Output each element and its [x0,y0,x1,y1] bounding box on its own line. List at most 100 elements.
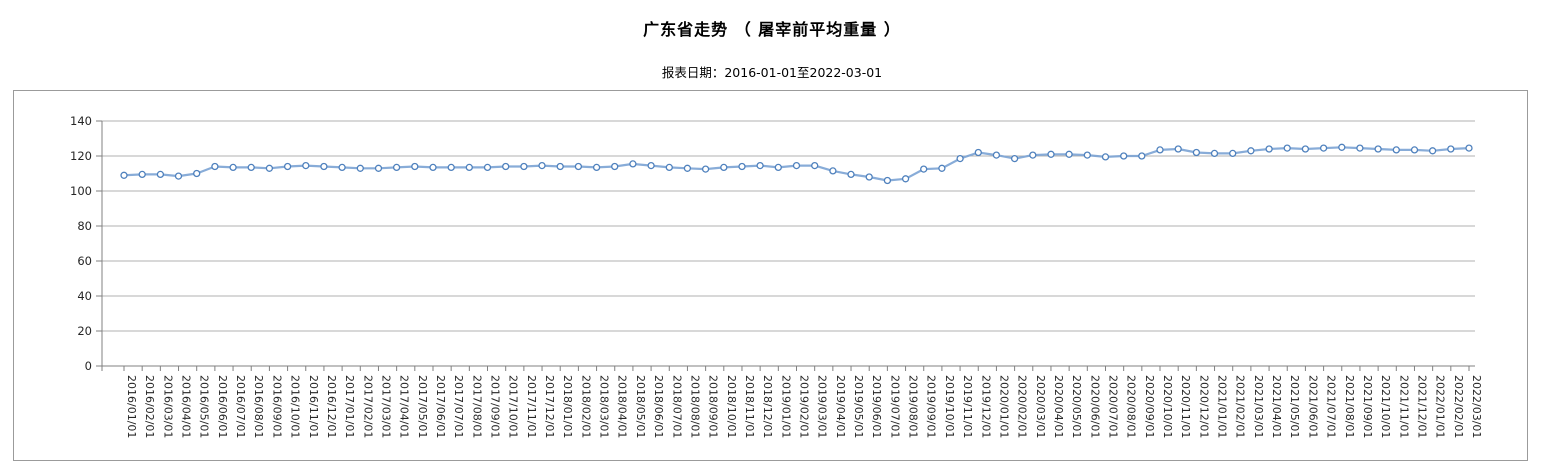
data-point-marker [901,175,910,183]
x-tick-label: 2021/10/01 [1379,375,1392,438]
data-point-marker [392,163,401,172]
x-tick-label: 2018/10/01 [725,375,738,438]
y-tick-label: 60 [77,254,92,268]
x-tick-label: 2020/04/01 [1052,375,1065,438]
data-point-marker [1338,143,1346,151]
x-tick-label: 2017/11/01 [525,375,538,438]
x-tick-label: 2020/10/01 [1161,375,1174,438]
x-tick-label: 2021/08/01 [1343,375,1356,438]
x-tick-label: 2016/05/01 [198,375,211,438]
data-point-marker [229,163,237,172]
y-tick-label: 120 [70,149,92,163]
x-tick-label: 2020/07/01 [1106,375,1119,438]
data-point-marker [1065,150,1073,158]
x-tick-label: 2018/08/01 [688,375,701,438]
data-point-marker [1410,146,1419,154]
data-point-marker [592,163,601,172]
data-point-marker [738,162,746,171]
data-point-marker [174,172,183,180]
x-tick-label: 2019/06/01 [870,375,883,438]
data-point-marker [120,171,128,179]
x-tick-label: 2019/09/01 [925,375,938,438]
data-point-marker [1301,145,1310,153]
y-tick-label: 0 [85,359,92,373]
y-tick-label: 80 [77,219,92,233]
data-point-marker [1101,153,1110,161]
data-point-marker [938,164,946,172]
report-date-range: 报表日期：2016-01-01至2022-03-01 [661,65,883,80]
data-point-marker [538,161,546,170]
data-point-marker [1265,145,1273,153]
x-tick-label: 2017/09/01 [489,375,502,438]
data-point-marker [447,163,455,172]
x-tick-label: 2021/04/01 [1270,375,1283,438]
data-point-marker [483,163,492,172]
data-point-marker [665,163,673,172]
x-tick-label: 2017/02/01 [361,375,374,438]
data-point-marker [920,165,928,173]
x-tick-label: 2020/11/01 [1179,375,1192,438]
x-tick-label: 2016/03/01 [161,375,174,438]
x-tick-label: 2021/07/01 [1325,375,1338,438]
x-tick-label: 2018/02/01 [579,375,592,438]
x-tick-label: 2018/07/01 [670,375,683,438]
data-point-marker [1210,149,1219,158]
data-point-marker [283,162,292,171]
x-tick-label: 2017/07/01 [452,375,465,438]
x-tick-label: 2020/12/01 [1197,375,1210,438]
data-point-marker [1174,145,1182,153]
x-tick-label: 2018/01/01 [561,375,574,438]
x-tick-label: 2020/03/01 [1034,375,1047,438]
x-tick-label: 2016/12/01 [325,375,338,438]
x-tick-label: 2019/07/01 [888,375,901,438]
x-tick-label: 2019/12/01 [979,375,992,438]
data-point-marker [247,163,255,172]
x-tick-label: 2016/09/01 [270,375,283,438]
data-point-marker [356,164,364,172]
x-tick-label: 2016/04/01 [180,375,193,438]
x-tick-label: 2017/04/01 [398,375,411,438]
x-tick-label: 2020/09/01 [1143,375,1156,438]
x-tick-label: 2021/11/01 [1397,375,1410,438]
x-tick-label: 2016/02/01 [143,375,156,438]
chart-frame: 0 20 40 60 80 100 120 140 2016/01/01 2016/02/01 20… [13,90,1528,461]
data-point-marker [320,162,328,171]
x-tick-label: 2020/05/01 [1070,375,1083,438]
data-point-marker [1374,145,1382,153]
x-tick-label: 2017/08/01 [470,375,483,438]
y-tick-label: 140 [70,114,92,128]
x-tick-label: 2016/11/01 [307,375,320,438]
data-point-marker [265,164,274,172]
x-tick-label: 2019/03/01 [816,375,829,438]
x-tick-label: 2019/04/01 [834,375,847,438]
x-tick-label: 2021/01/01 [1216,375,1229,438]
data-point-marker [1120,152,1128,160]
data-point-marker [992,151,1001,159]
x-tick-label: 2020/02/01 [1016,375,1029,438]
data-point-marker [574,162,583,171]
data-point-marker [338,163,346,172]
data-point-marker [883,176,892,185]
data-point-marker [1229,149,1237,158]
data-point-marker [411,162,419,171]
data-point-marker [1465,144,1473,152]
x-tick-label: 2022/01/01 [1434,375,1447,438]
data-point-marker [429,163,437,172]
data-point-marker [756,161,764,170]
data-point-marker [465,163,473,172]
data-point-marker [1010,154,1019,163]
data-point-marker [1356,144,1364,152]
data-point-marker [647,161,655,170]
chart-title: 广东省走势 （ 屠宰前平均重量 ） [643,20,901,39]
x-tick-label: 2017/06/01 [434,375,447,438]
x-tick-label: 2021/02/01 [1234,375,1247,438]
data-point-marker [556,162,564,171]
x-tick-label: 2018/12/01 [761,375,774,438]
x-tick-label: 2018/03/01 [598,375,611,438]
x-tick-label: 2019/01/01 [779,375,792,438]
data-point-marker [774,163,782,172]
x-tick-label: 2017/12/01 [543,375,556,438]
x-tick-label: 2017/10/01 [507,375,520,438]
data-point-marker [629,160,637,168]
trend-line-chart: 0 20 40 60 80 100 120 140 2016/01/01 2016/02/01 20… [70,114,1483,438]
